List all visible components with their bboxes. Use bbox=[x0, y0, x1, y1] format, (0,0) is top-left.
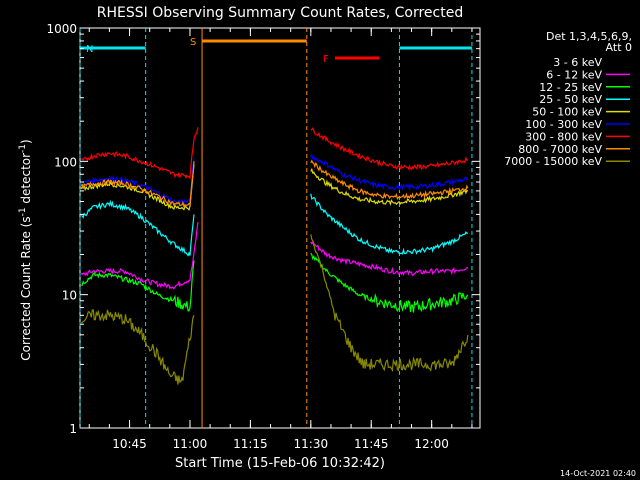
legend-label-7: 800 - 7000 keV bbox=[518, 143, 602, 156]
y-axis-label-end: ) bbox=[19, 139, 33, 144]
legend-label-3: 25 - 50 keV bbox=[539, 93, 602, 106]
series-line-7-segment-1 bbox=[310, 159, 469, 201]
x-tick-label-5: 12:00 bbox=[414, 437, 449, 451]
series-line-8-segment-1 bbox=[310, 234, 469, 373]
legend-label-2: 12 - 25 keV bbox=[539, 81, 602, 94]
y-axis-label: Corrected Count Rate (s-1 detector-1) bbox=[18, 139, 33, 360]
series-line-1-segment-1 bbox=[310, 240, 469, 277]
chart-title: RHESSI Observing Summary Count Rates, Co… bbox=[97, 5, 463, 21]
x-tick-label-3: 11:30 bbox=[294, 437, 329, 451]
observing-intervals: N S F bbox=[79, 28, 473, 428]
series-line-7-segment-0 bbox=[80, 161, 195, 208]
legend-label-8: 7000 - 15000 keV bbox=[504, 155, 602, 168]
series-line-3-segment-1 bbox=[310, 193, 469, 255]
legend-label-0: 3 - 6 keV bbox=[553, 56, 602, 69]
series-line-5-segment-0 bbox=[80, 158, 195, 205]
series-line-1-segment-0 bbox=[80, 222, 199, 290]
series-line-2-segment-1 bbox=[310, 252, 469, 313]
legend-label-6: 300 - 800 keV bbox=[525, 130, 602, 143]
y-axis-label-sup1: -1 bbox=[18, 207, 28, 216]
legend-label-5: 100 - 300 keV bbox=[525, 118, 602, 131]
y-tick-label-2: 100 bbox=[54, 155, 77, 169]
series-line-2-segment-0 bbox=[81, 260, 195, 312]
x-tick-label-4: 11:45 bbox=[354, 437, 389, 451]
y-axis-label-main: Corrected Count Rate (s bbox=[19, 216, 33, 360]
interval-label-SAA: S bbox=[190, 37, 196, 48]
x-axis-label: Start Time (15-Feb-06 10:32:42) bbox=[175, 456, 385, 471]
x-tick-label-2: 11:15 bbox=[233, 437, 268, 451]
legend-header-line-2: Att 0 bbox=[606, 41, 632, 54]
timestamp: 14-Oct-2021 02:40 bbox=[560, 469, 636, 478]
y-axis-label-mid: detector bbox=[19, 153, 33, 208]
interval-label-night: N bbox=[86, 44, 93, 55]
legend-header-line-1: Det 1,3,4,5,6,9, bbox=[546, 30, 632, 43]
legend-label-4: 50 - 100 keV bbox=[532, 106, 602, 119]
series-line-8-segment-0 bbox=[81, 309, 195, 385]
axes: 1 10 100 1000 10:45 11:00 11:15 11:30 11:45 12:00 bbox=[46, 22, 480, 451]
series-line-6-segment-0 bbox=[81, 127, 199, 180]
y-axis-label-sup2: -1 bbox=[18, 144, 28, 153]
y-tick-label-3: 1000 bbox=[46, 22, 77, 36]
y-tick-label-1: 10 bbox=[62, 289, 77, 303]
series-line-4-segment-0 bbox=[80, 164, 195, 212]
x-tick-label-1: 11:00 bbox=[173, 437, 208, 451]
series-line-5-segment-1 bbox=[310, 153, 469, 192]
x-tick-label-0: 10:45 bbox=[112, 437, 147, 451]
series-line-0-segment-0 bbox=[80, 317, 195, 393]
interval-label-flare: F bbox=[323, 54, 329, 65]
y-tick-label-0: 1 bbox=[69, 422, 77, 436]
legend-label-1: 6 - 12 keV bbox=[546, 68, 602, 81]
series-line-4-segment-1 bbox=[310, 167, 469, 206]
series-line-6-segment-1 bbox=[310, 127, 469, 171]
series-line-3-segment-0 bbox=[80, 199, 195, 257]
series-lines bbox=[80, 127, 469, 393]
